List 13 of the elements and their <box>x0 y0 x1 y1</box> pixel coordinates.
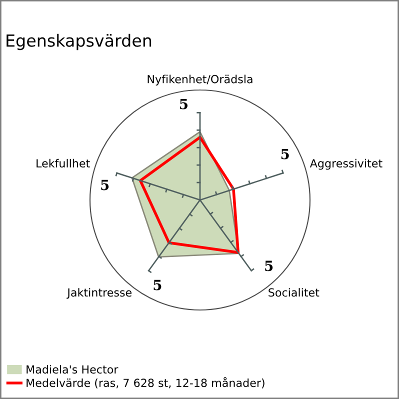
text: 5 <box>180 98 188 110</box>
text: 5 <box>281 148 289 160</box>
text: 5 <box>265 260 273 272</box>
spoke-label: Nyfikenhet/Orädsla <box>148 74 252 86</box>
spoke-label: Jaktintresse <box>66 288 132 299</box>
spoke-label: Aggressivitet <box>310 158 382 170</box>
spoke-label: Lekfullhet <box>36 158 90 168</box>
legend-label: Medelvärde (ras, 7 628 st, 12-18 månader) <box>26 377 264 388</box>
chart-title: Egenskapsvärden <box>6 34 152 50</box>
text: 5 <box>101 180 109 190</box>
spoke-label: Socialitet <box>268 288 320 297</box>
legend-label: Madiela's Hector <box>26 365 118 374</box>
text: 5 <box>154 280 162 290</box>
